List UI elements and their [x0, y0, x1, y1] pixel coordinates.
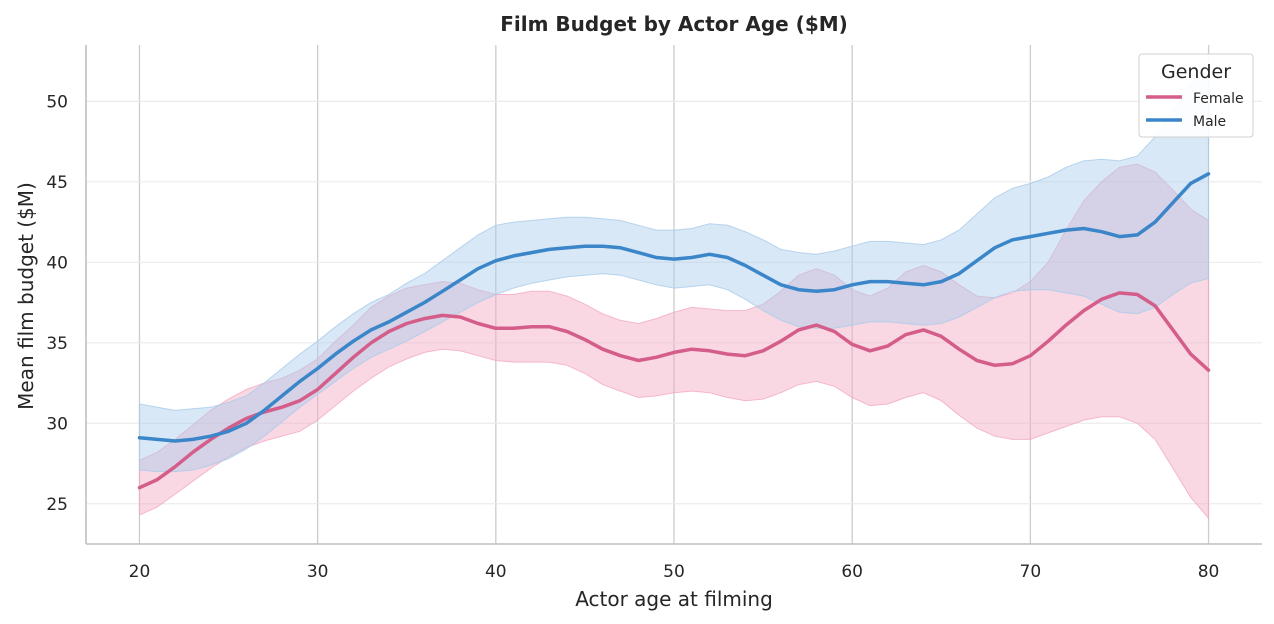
y-tick-label: 45: [46, 173, 68, 193]
x-tick-label: 50: [663, 562, 685, 582]
legend-frame: [1138, 53, 1254, 138]
y-tick-label: 25: [46, 495, 68, 515]
legend: Gender Female Male: [1138, 53, 1254, 138]
y-tick-label: 40: [46, 253, 68, 273]
axes: [85, 45, 1262, 545]
confidence-bands: [139, 68, 1209, 520]
x-ticks: 20 30 40 50 60 70 80: [129, 562, 1220, 582]
band-female: [139, 163, 1209, 520]
y-tick-label: 35: [46, 334, 68, 354]
x-tick-label: 80: [1198, 562, 1220, 582]
line-male: [137, 172, 1211, 443]
legend-label-female: Female: [1193, 91, 1244, 107]
x-tick-label: 70: [1020, 562, 1042, 582]
series-lines: [137, 172, 1211, 490]
line-female: [137, 291, 1211, 490]
band-male: [139, 68, 1209, 473]
grid: [86, 45, 1262, 544]
x-tick-label: 60: [841, 562, 863, 582]
x-tick-label: 20: [129, 562, 151, 582]
y-axis-label: Mean film budget ($M): [14, 182, 38, 410]
y-tick-label: 30: [46, 414, 68, 434]
y-ticks: 25 30 35 40 45 50: [46, 92, 68, 514]
legend-label-male: Male: [1193, 114, 1226, 130]
y-tick-label: 50: [46, 92, 68, 112]
chart-title: Film Budget by Actor Age ($M): [500, 12, 848, 36]
x-tick-label: 30: [307, 562, 329, 582]
x-tick-label: 40: [485, 562, 507, 582]
legend-title: Gender: [1161, 61, 1231, 83]
x-axis-label: Actor age at filming: [575, 587, 773, 611]
